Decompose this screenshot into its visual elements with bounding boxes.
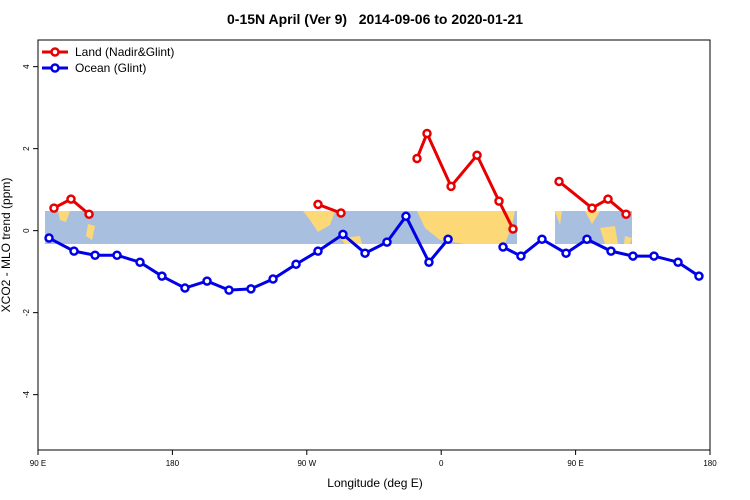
land-shape: [58, 211, 632, 244]
point: [224, 285, 234, 295]
point: [313, 199, 323, 210]
point: [606, 246, 616, 256]
point: [49, 203, 59, 213]
point: [508, 224, 518, 234]
point: [135, 257, 145, 267]
point: [628, 251, 638, 261]
point: [494, 196, 504, 206]
point: [202, 276, 212, 286]
point: [360, 248, 370, 258]
point: [268, 274, 278, 284]
y-tick-label: -4: [22, 391, 31, 399]
legend-marker: [50, 47, 60, 57]
point: [412, 153, 422, 164]
point: [338, 229, 348, 240]
x-tick-label: 90 W: [297, 459, 316, 468]
point: [291, 259, 301, 270]
y-tick-label: 4: [22, 64, 31, 69]
legend-label: Land (Nadir&Glint): [75, 45, 174, 59]
point: [157, 271, 167, 281]
point: [516, 251, 526, 261]
point: [621, 209, 631, 219]
x-tick-label: 180: [166, 459, 180, 468]
plot-frame: [37, 39, 711, 451]
point: [66, 194, 76, 204]
point: [587, 203, 597, 213]
x-axis-label: Longitude (deg E): [327, 476, 422, 490]
point: [422, 128, 432, 139]
point: [537, 234, 547, 245]
point: [382, 237, 392, 247]
y-tick-label: -2: [22, 309, 31, 317]
point: [69, 246, 79, 256]
point: [673, 257, 683, 267]
y-tick-label: 2: [22, 146, 31, 151]
x-tick-label: 0: [439, 459, 444, 468]
point: [472, 150, 482, 160]
legend-label: Ocean (Glint): [75, 61, 146, 75]
point: [498, 242, 508, 252]
x-tick-label: 90 E: [567, 459, 583, 468]
point: [90, 250, 100, 260]
x-tick-label: 180: [703, 459, 717, 468]
point: [112, 250, 122, 260]
point: [649, 251, 659, 261]
y-tick-label: 0: [22, 228, 31, 233]
x-tick-label: 90 E: [30, 459, 46, 468]
point: [424, 257, 434, 267]
point: [694, 271, 704, 281]
point: [313, 246, 323, 256]
point: [603, 194, 613, 204]
point: [84, 209, 94, 219]
point: [401, 211, 411, 222]
point: [561, 248, 571, 258]
point: [44, 233, 54, 243]
point: [180, 283, 190, 293]
y-axis-label: XCO2 - MLO trend (ppm): [0, 178, 13, 313]
chart-title: 0-15N April (Ver 9) 2014-09-06 to 2020-0…: [227, 11, 523, 27]
point: [246, 284, 256, 294]
legend-marker: [50, 63, 60, 73]
point: [446, 181, 456, 192]
point: [336, 208, 346, 218]
point: [582, 234, 592, 245]
point: [554, 176, 564, 187]
point: [443, 234, 453, 245]
